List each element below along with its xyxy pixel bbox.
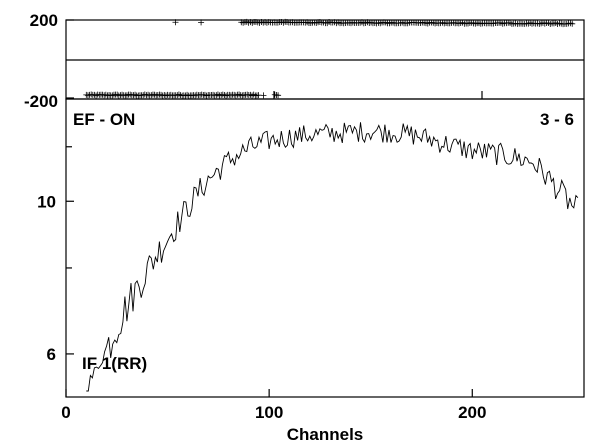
residual-points bbox=[83, 18, 576, 99]
residual-point bbox=[275, 92, 282, 99]
residual-point bbox=[250, 91, 257, 98]
main-ytick-label: 6 bbox=[47, 345, 56, 364]
main-xtick-label: 0 bbox=[61, 403, 70, 422]
range-label: 3 - 6 bbox=[540, 110, 574, 129]
residual-ytick-label-bottom: -200 bbox=[24, 92, 58, 111]
residual-point bbox=[569, 20, 576, 27]
ef-on-label: EF - ON bbox=[73, 110, 135, 129]
residual-point bbox=[175, 91, 182, 98]
residual-point bbox=[119, 91, 126, 98]
residual-point bbox=[109, 92, 116, 99]
residual-point bbox=[203, 92, 210, 99]
residual-point bbox=[236, 91, 243, 98]
residual-point bbox=[172, 19, 179, 26]
residual-point bbox=[223, 92, 230, 99]
residual-point bbox=[93, 92, 100, 99]
residual-point bbox=[132, 91, 139, 98]
spectrum-series-line bbox=[86, 122, 579, 392]
residual-point bbox=[260, 92, 267, 99]
main-xtick-label: 200 bbox=[458, 403, 486, 422]
residual-point bbox=[184, 91, 191, 98]
main-y-ticks: 10 6 bbox=[37, 146, 74, 364]
x-axis-title: Channels bbox=[287, 425, 364, 442]
residual-ytick-label-top: 200 bbox=[30, 11, 58, 30]
if-rr-label: IF 1(RR) bbox=[82, 354, 147, 373]
residual-point bbox=[198, 19, 205, 26]
main-panel-frame bbox=[65, 98, 585, 398]
main-x-ticks: 0 100 200 bbox=[61, 389, 486, 422]
residual-point bbox=[239, 92, 246, 99]
main-ytick-label: 10 bbox=[37, 192, 56, 211]
main-xtick-label: 100 bbox=[255, 403, 283, 422]
